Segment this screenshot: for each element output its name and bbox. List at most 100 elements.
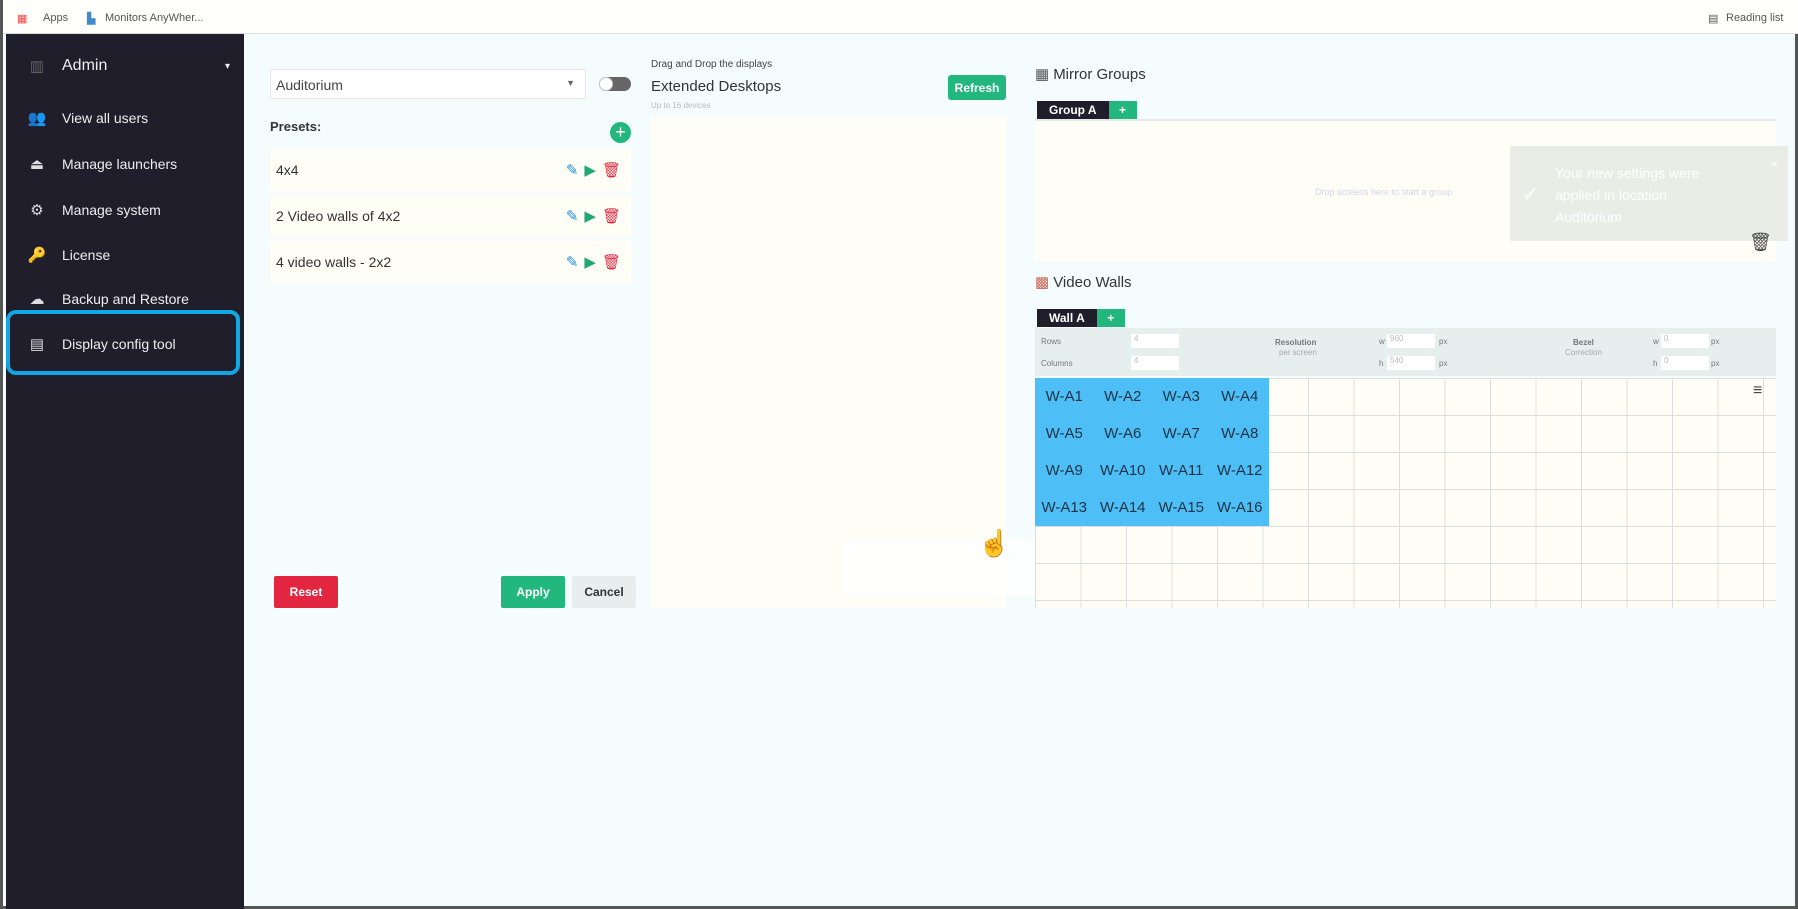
wall-cell[interactable]: W-A7: [1162, 425, 1200, 442]
add-preset-button[interactable]: +: [610, 122, 631, 143]
wall-cell[interactable]: W-A2: [1104, 388, 1142, 405]
video-walls-title: Video Walls: [1053, 273, 1132, 291]
cancel-button[interactable]: Cancel: [572, 576, 636, 608]
bezel-sub: Correction: [1565, 348, 1602, 357]
hamburger-menu-icon[interactable]: ≡: [1753, 382, 1763, 399]
chevron-down-icon: ▾: [224, 60, 230, 72]
preset-row[interactable]: 4 video walls - 2x2 ✎ ▶ 🗑: [270, 241, 631, 283]
reset-button[interactable]: Reset: [274, 576, 338, 608]
cloud-icon: ☁: [29, 291, 45, 308]
add-group-button[interactable]: +: [1108, 101, 1137, 119]
preset-row[interactable]: 2 Video walls of 4x2 ✎ ▶ 🗑: [270, 195, 631, 237]
wall-settings: Rows 4 Columns 4 Resolution per screen w…: [1035, 328, 1776, 376]
toggle-switch[interactable]: [599, 77, 631, 91]
play-icon[interactable]: ▶: [584, 162, 596, 179]
preset-name: 2 Video walls of 4x2: [276, 208, 401, 224]
reading-list-icon: ▤: [1708, 13, 1719, 25]
building-icon: ▥: [29, 58, 45, 75]
wall-cell[interactable]: W-A10: [1099, 462, 1146, 479]
chevron-down-icon: ▼: [566, 78, 575, 88]
px-label: px: [1439, 359, 1448, 368]
reading-list[interactable]: Reading list: [1726, 12, 1784, 24]
trash-icon[interactable]: 🗑: [1749, 232, 1772, 252]
bookmark-monitors[interactable]: Monitors AnyWher...: [105, 12, 204, 24]
grid-icon: ▦: [1035, 66, 1050, 83]
trash-icon[interactable]: 🗑: [601, 208, 621, 225]
sidebar-item-backup[interactable]: ☁ Backup and Restore: [26, 284, 226, 314]
hand-cursor-icon: ☝: [978, 528, 1011, 558]
extended-desktops-subtitle: Up to 16 devices: [651, 101, 711, 110]
sidebar-item-users[interactable]: 👥 View all users: [26, 103, 226, 133]
wall-cell[interactable]: W-A11: [1159, 462, 1204, 479]
edit-icon[interactable]: ✎: [565, 254, 579, 271]
add-wall-button[interactable]: +: [1096, 309, 1125, 327]
trash-icon[interactable]: 🗑: [601, 254, 621, 271]
admin-title: Admin: [62, 57, 108, 74]
preset-name: 4x4: [276, 162, 299, 178]
h-label: h: [1379, 359, 1384, 368]
edit-icon[interactable]: ✎: [565, 208, 579, 225]
wall-cell[interactable]: W-A8: [1221, 425, 1259, 442]
launcher-icon: ⏏: [29, 156, 45, 173]
columns-input[interactable]: 4: [1131, 356, 1179, 370]
wall-cell[interactable]: W-A6: [1104, 425, 1142, 442]
resolution-sub: per screen: [1279, 348, 1317, 357]
wall-cell[interactable]: W-A4: [1221, 388, 1259, 405]
sidebar-item-label: Manage launchers: [62, 156, 178, 172]
bookmark-apps[interactable]: Apps: [43, 12, 69, 24]
w-label: w: [1379, 337, 1385, 346]
play-icon[interactable]: ▶: [584, 254, 596, 271]
sidebar-item-license[interactable]: 🔑 License: [26, 240, 226, 270]
wall-cell[interactable]: W-A12: [1216, 462, 1263, 479]
tab-group-a[interactable]: Group A +: [1037, 101, 1137, 119]
resolution-label: Resolution: [1275, 338, 1317, 347]
sidebar-item-system[interactable]: ⚙ Manage system: [26, 195, 226, 225]
wall-cell[interactable]: W-A9: [1045, 462, 1083, 479]
sidebar-item-label: License: [62, 247, 111, 263]
presets-label: Presets:: [270, 119, 322, 134]
preset-row[interactable]: 4x4 ✎ ▶ 🗑: [270, 149, 631, 191]
video-wall-block[interactable]: W-A1 W-A2 W-A3 W-A4 W-A5 W-A6 W-A7 W-A8 W-A9 W-A1…: [1035, 378, 1269, 526]
apply-button[interactable]: Apply: [501, 576, 565, 608]
bezel-h-input[interactable]: 0: [1661, 356, 1709, 370]
wall-cell[interactable]: W-A14: [1099, 499, 1146, 516]
play-icon[interactable]: ▶: [584, 208, 596, 225]
wall-cell[interactable]: W-A13: [1041, 499, 1088, 516]
bezel-w-input[interactable]: 0: [1661, 334, 1709, 348]
h-label: h: [1653, 359, 1658, 368]
rows-label: Rows: [1041, 337, 1062, 346]
rows-input[interactable]: 4: [1131, 334, 1179, 348]
edit-icon[interactable]: ✎: [565, 162, 579, 179]
sidebar: ▥ Admin ▾ 👥 View all users ⏏ Manage launch…: [6, 34, 244, 909]
drag-hint: Drag and Drop the displays: [651, 59, 773, 70]
wall-cell[interactable]: W-A1: [1045, 388, 1083, 405]
preset-name: 4 video walls - 2x2: [276, 254, 392, 270]
location-select[interactable]: Auditorium ▼: [270, 69, 586, 99]
sidebar-item-label: Manage system: [62, 202, 161, 218]
tab-wall-a[interactable]: Wall A +: [1037, 309, 1125, 327]
resolution-w-input[interactable]: 960: [1387, 334, 1435, 348]
px-label: px: [1711, 359, 1720, 368]
display-icon: ▤: [29, 336, 45, 353]
drop-hint: Drop screens here to start a group: [1315, 187, 1453, 197]
refresh-button[interactable]: Refresh: [948, 75, 1006, 100]
wall-cell[interactable]: W-A16: [1216, 499, 1263, 516]
wall-cell[interactable]: W-A5: [1045, 425, 1083, 442]
wall-cell[interactable]: W-A15: [1158, 499, 1205, 516]
close-icon[interactable]: ×: [1769, 156, 1778, 172]
bookmarks-bar: ▦ Apps ▙ Monitors AnyWher... ▤ Reading l…: [3, 0, 1798, 34]
sidebar-item-label: Backup and Restore: [62, 291, 189, 307]
admin-menu[interactable]: ▥ Admin ▾: [26, 51, 230, 81]
sidebar-item-launchers[interactable]: ⏏ Manage launchers: [26, 149, 226, 179]
sidebar-item-display-config[interactable]: ▤ Display config tool: [26, 329, 226, 359]
resolution-h-input[interactable]: 540: [1387, 356, 1435, 370]
extended-desktops-dropzone[interactable]: [651, 117, 1006, 608]
extended-desktops-title: Extended Desktops: [651, 78, 782, 95]
video-walls-header: ▩ Video Walls: [1035, 273, 1132, 292]
wall-cell[interactable]: W-A3: [1162, 388, 1200, 405]
trash-icon[interactable]: 🗑: [601, 162, 621, 179]
sidebar-item-label: View all users: [62, 110, 149, 126]
columns-label: Columns: [1041, 359, 1073, 368]
system-icon: ⚙: [30, 202, 44, 219]
toast-message: Your new settings were applied in locati…: [1555, 165, 1700, 225]
